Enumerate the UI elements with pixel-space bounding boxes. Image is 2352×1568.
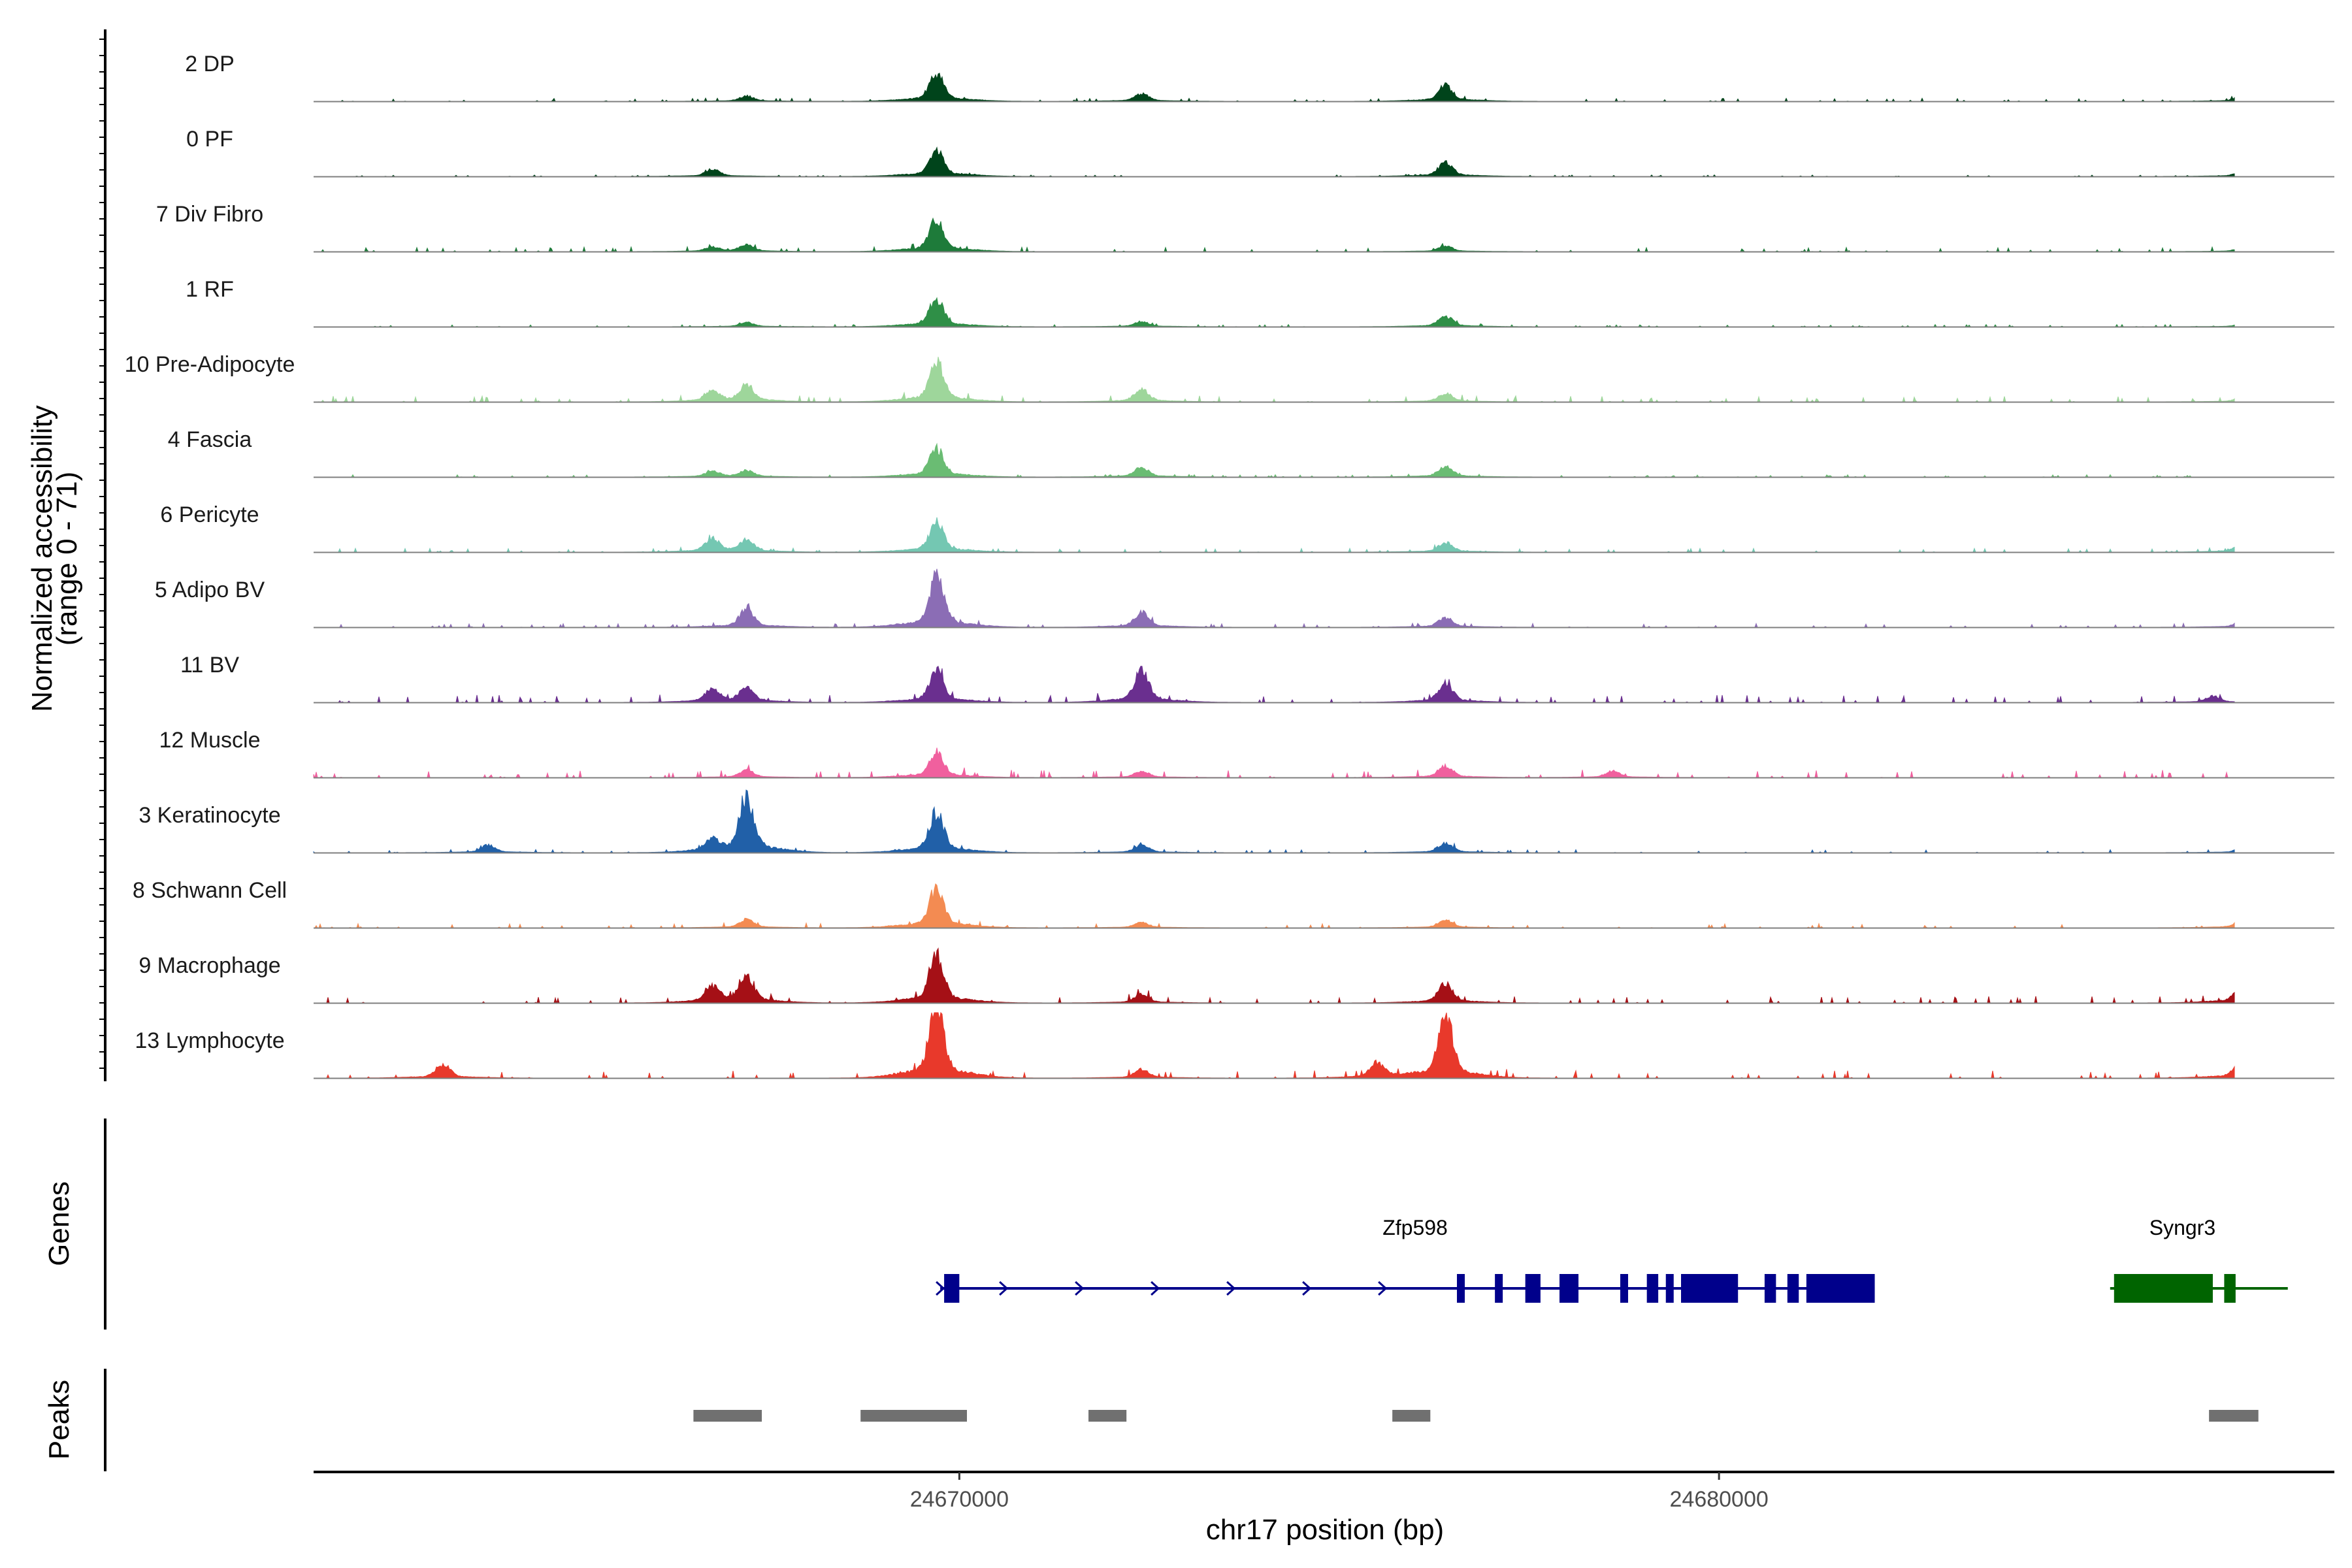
track-label: 4 Fascia — [168, 427, 252, 452]
gene-exon — [2224, 1274, 2236, 1303]
gene-syngr3: Syngr3 — [2110, 1216, 2288, 1303]
track-label: 6 Pericyte — [160, 502, 259, 527]
gene-name: Zfp598 — [1382, 1216, 1448, 1239]
coverage-area — [314, 217, 2235, 253]
gene-exon — [1665, 1274, 1674, 1303]
strand-arrow — [1226, 1281, 1236, 1296]
coverage-area — [314, 568, 2235, 629]
coverage-area — [314, 442, 2234, 478]
track-label: 3 Keratinocyte — [139, 803, 280, 828]
peak-region — [2209, 1410, 2259, 1422]
track-5: 10 Pre-Adipocyte — [125, 352, 2334, 403]
coverage-area — [314, 297, 2235, 327]
coverage-y-ticks — [99, 39, 105, 1069]
gene-exon — [1620, 1274, 1628, 1303]
track-label: 7 Div Fibro — [156, 202, 263, 227]
track-label: 13 Lymphocyte — [135, 1028, 284, 1053]
peak-region — [693, 1410, 762, 1422]
track-label: 5 Adipo BV — [155, 578, 265, 602]
coverage-area — [314, 146, 2235, 177]
track-6: 4 Fascia — [168, 427, 2334, 478]
track-label: 12 Muscle — [159, 728, 261, 753]
track-label: 10 Pre-Adipocyte — [125, 352, 295, 377]
track-11: 3 Keratinocyte — [139, 789, 2334, 854]
track-1: 2 DP — [185, 52, 2334, 103]
track-label: 2 DP — [185, 52, 235, 76]
gene-exon — [1646, 1274, 1659, 1303]
strand-arrow — [936, 1281, 945, 1296]
track-12: 8 Schwann Cell — [133, 878, 2334, 929]
y-axis-title: Normalized accessibility — [26, 405, 58, 711]
track-label: 1 RF — [186, 277, 234, 302]
gene-exon — [2114, 1274, 2213, 1303]
track-label: 8 Schwann Cell — [133, 878, 287, 903]
gene-exon — [1559, 1274, 1579, 1303]
strand-arrow — [1075, 1281, 1085, 1296]
track-14: 13 Lymphocyte — [135, 1011, 2334, 1079]
gene-exon — [1806, 1274, 1875, 1303]
track-9: 11 BV — [180, 653, 2334, 704]
gene-zfp598: Zfp598 — [936, 1216, 1875, 1303]
coverage-area — [314, 73, 2235, 102]
peak-regions — [693, 1410, 2259, 1422]
strand-arrow — [1378, 1281, 1388, 1296]
gene-exon — [1764, 1274, 1776, 1303]
x-tick-label: 24680000 — [1670, 1487, 1769, 1512]
coverage-area — [314, 1011, 2235, 1079]
track-2: 0 PF — [186, 127, 2334, 178]
peak-region — [1088, 1410, 1127, 1422]
y-axis-range: (range 0 - 71) — [51, 472, 83, 646]
track-8: 5 Adipo BV — [155, 568, 2334, 629]
track-label: 0 PF — [186, 127, 233, 152]
coverage-tracks: 2 DP 0 PF 7 Div Fibro 1 RF 10 Pre-Adipocyte 4… — [125, 52, 2334, 1079]
track-7: 6 Pericyte — [160, 502, 2334, 553]
strand-arrow — [999, 1281, 1009, 1296]
x-tick-label: 24670000 — [910, 1487, 1009, 1512]
gene-exon — [1525, 1274, 1541, 1303]
gene-exon — [1787, 1274, 1799, 1303]
track-4: 1 RF — [186, 277, 2334, 328]
coverage-area — [314, 665, 2235, 704]
coverage-area — [313, 789, 2235, 853]
peaks-title: Peaks — [43, 1380, 75, 1460]
track-label: 11 BV — [180, 653, 239, 678]
track-3: 7 Div Fibro — [156, 202, 2334, 253]
gene-exon — [1456, 1274, 1465, 1303]
strand-arrow — [1302, 1281, 1312, 1296]
peak-region — [1392, 1410, 1431, 1422]
coverage-area — [314, 357, 2235, 403]
coverage-area — [313, 747, 2234, 779]
gene-exon — [1681, 1274, 1739, 1303]
strand-arrow — [1151, 1281, 1160, 1296]
track-10: 12 Muscle — [159, 728, 2334, 779]
coverage-area — [314, 883, 2235, 929]
coverage-area — [314, 947, 2235, 1004]
gene-annotations: Zfp598 Syngr3 — [936, 1216, 2288, 1303]
gene-name: Syngr3 — [2149, 1216, 2215, 1239]
peak-region — [860, 1410, 967, 1422]
track-label: 9 Macrophage — [139, 953, 280, 978]
track-13: 9 Macrophage — [139, 947, 2334, 1004]
x-axis-title: chr17 position (bp) — [1206, 1514, 1444, 1546]
x-axis: 24670000 24680000 — [910, 1472, 1769, 1512]
gene-exon — [1495, 1274, 1503, 1303]
gene-exon — [944, 1274, 960, 1303]
coverage-area — [314, 517, 2235, 553]
genes-title: Genes — [43, 1181, 75, 1266]
